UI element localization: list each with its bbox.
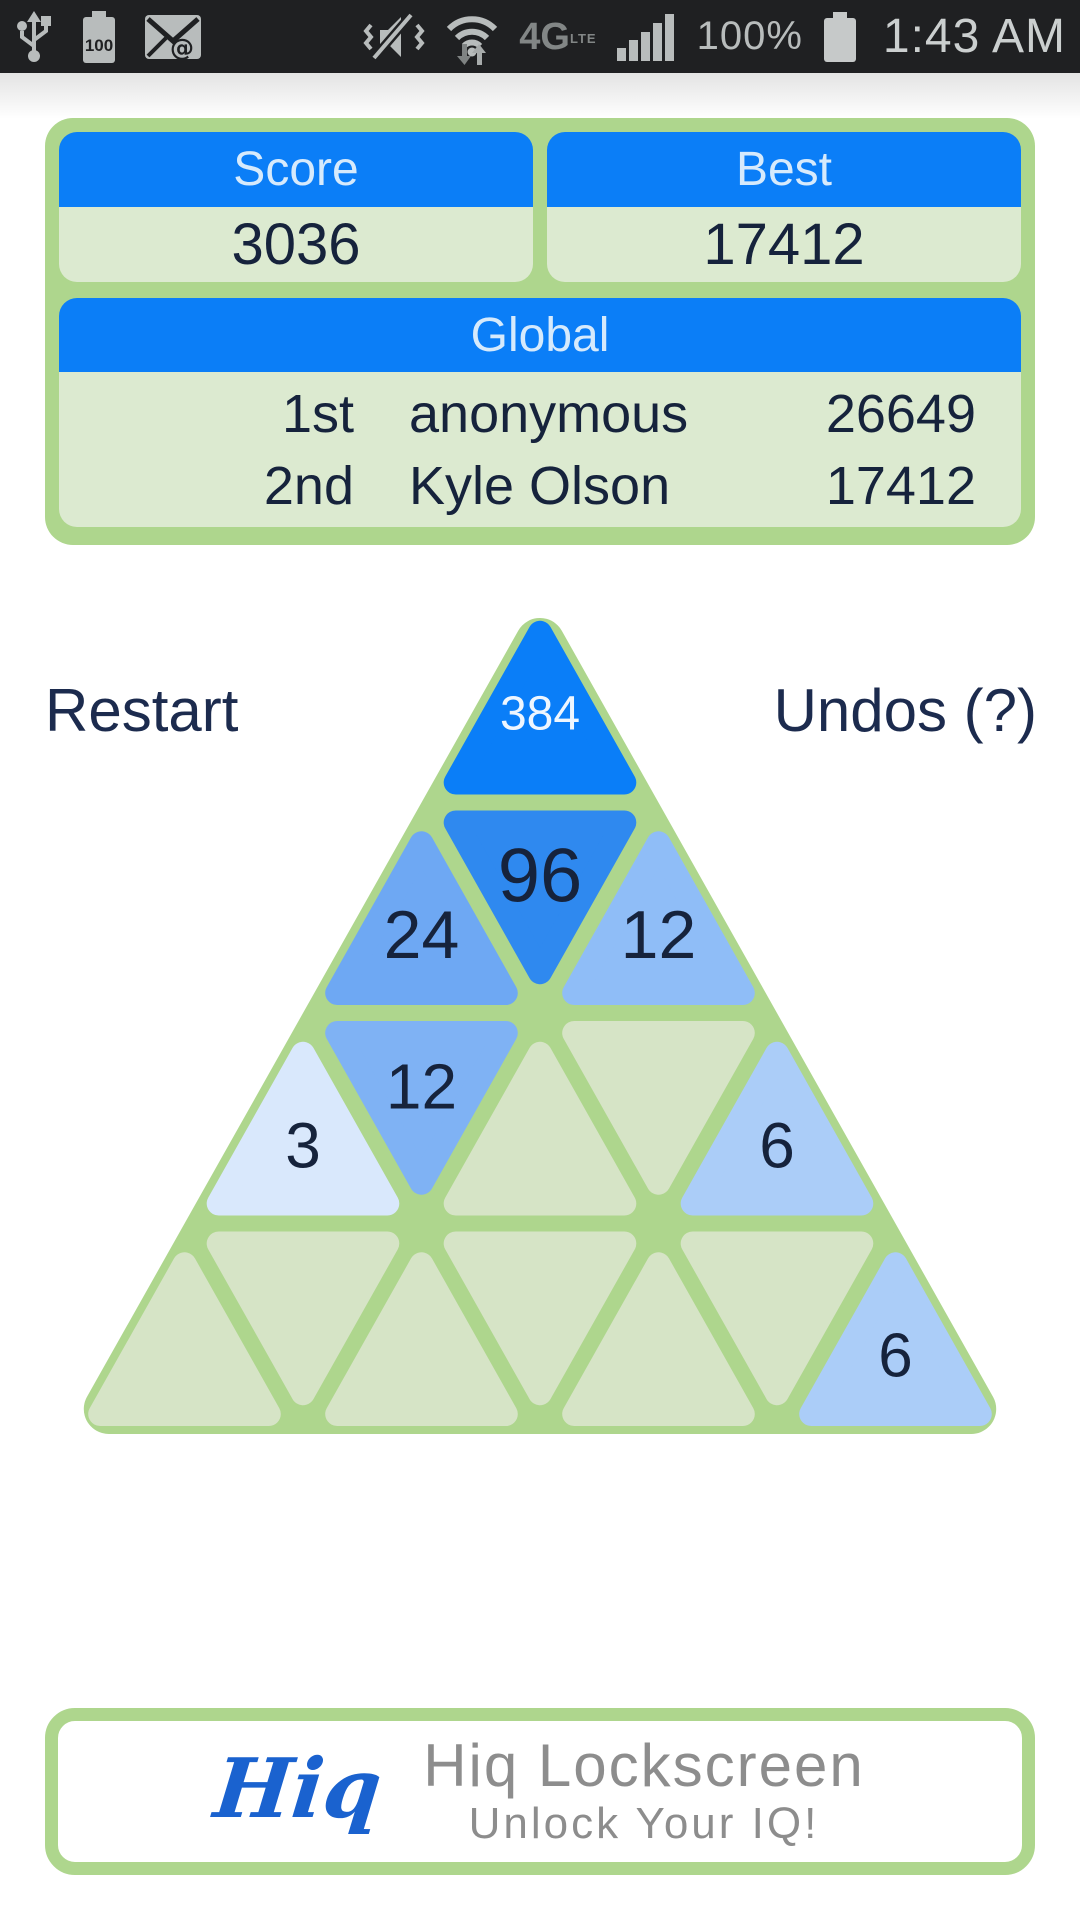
clock-label: 1:43 AM <box>882 10 1066 63</box>
tile-row1-pos2[interactable] <box>562 831 755 1005</box>
tile-row1-pos0[interactable] <box>325 831 518 1005</box>
leaderboard-name: Kyle Olson <box>409 455 671 516</box>
tile-value: 6 <box>759 1110 795 1182</box>
restart-button[interactable]: Restart <box>45 677 239 744</box>
leaderboard-row: 1st anonymous 26649 <box>104 383 976 445</box>
ad-subtitle: Unlock Your IQ! <box>468 1799 820 1849</box>
svg-text:@: @ <box>170 34 194 62</box>
tile-row3-pos2[interactable] <box>325 1252 518 1426</box>
tile-value: 12 <box>386 1051 457 1123</box>
triangle-game-board[interactable]: 384 24 96 12 3 12 6 6 <box>66 592 1014 1434</box>
best-card: Best 17412 <box>547 132 1021 282</box>
ad-banner[interactable]: Hiq Hiq Lockscreen Unlock Your IQ! <box>45 1708 1035 1875</box>
email-icon: @ <box>145 14 201 62</box>
status-bar-right: 4G LTE 100% 1:43 AM <box>363 8 1066 66</box>
status-bar: 100 @ <box>0 0 1080 73</box>
battery-percent-label: 100% <box>696 14 803 58</box>
statusbar-shadow <box>0 73 1080 119</box>
tile-value: 3 <box>285 1110 321 1182</box>
tile-value: 6 <box>878 1322 912 1391</box>
score-header: Score <box>59 132 533 207</box>
tile-row2-pos4[interactable] <box>680 1041 874 1216</box>
battery-icon <box>823 11 856 62</box>
leaderboard-row: 2nd Kyle Olson 17412 <box>104 455 976 517</box>
network-type-label: 4G <box>519 15 570 58</box>
leaderboard-rank: 2nd <box>263 455 354 516</box>
tile-row3-pos3[interactable] <box>443 1231 637 1406</box>
score-panel: Score 3036 Best 17412 Global 1st anonymo… <box>45 118 1035 545</box>
tile-row2-pos2[interactable] <box>443 1041 637 1216</box>
global-header: Global <box>59 298 1021 372</box>
tile-value: 384 <box>500 688 580 741</box>
status-bar-left: 100 @ <box>14 9 202 65</box>
battery-100-icon: 100 <box>83 10 115 63</box>
tile-value: 12 <box>621 897 697 973</box>
wifi-icon <box>447 15 498 65</box>
ad-title: Hiq Lockscreen <box>423 1732 865 1800</box>
tile-row2-pos1[interactable] <box>325 1021 518 1195</box>
tile-row0-pos0[interactable] <box>443 620 637 795</box>
tile-row3-pos5[interactable] <box>680 1231 874 1406</box>
leaderboard-name: anonymous <box>409 383 689 444</box>
usb-icon <box>17 10 51 62</box>
leaderboard-score: 26649 <box>825 383 976 444</box>
tile-row2-pos3[interactable] <box>562 1021 755 1195</box>
signal-bars-icon <box>616 13 674 61</box>
vibrate-off-icon <box>363 11 425 61</box>
score-card: Score 3036 <box>59 132 533 282</box>
tile-row3-pos4[interactable] <box>562 1252 755 1426</box>
leaderboard-score: 17412 <box>825 455 976 516</box>
score-cards-row: Score 3036 Best 17412 <box>59 132 1021 282</box>
tile-value: 96 <box>498 834 583 919</box>
tile-row3-pos6[interactable] <box>799 1252 992 1426</box>
global-leaderboard-body: 1st anonymous 26649 2nd Kyle Olson 17412 <box>59 372 1021 527</box>
best-value: 17412 <box>547 207 1021 282</box>
network-type-indicator: 4G LTE <box>519 18 596 56</box>
tile-row2-pos0[interactable] <box>206 1041 400 1216</box>
score-value: 3036 <box>59 207 533 282</box>
tile-row3-pos1[interactable] <box>206 1231 400 1406</box>
tile-row1-pos1[interactable] <box>443 810 637 985</box>
tile-row3-pos0[interactable] <box>88 1252 281 1426</box>
best-header: Best <box>547 132 1021 207</box>
leaderboard-rank: 1st <box>281 383 354 444</box>
network-subtype-label: LTE <box>569 30 597 46</box>
hiq-logo: Hiq <box>210 1740 387 1837</box>
global-leaderboard-card: Global 1st anonymous 26649 2nd Kyle Olso… <box>59 298 1021 527</box>
svg-text:100: 100 <box>85 36 113 55</box>
ad-banner-text: Hiq Lockscreen Unlock Your IQ! <box>423 1733 865 1850</box>
board-frame <box>83 618 997 1434</box>
tile-value: 24 <box>384 897 460 973</box>
undos-button[interactable]: Undos (?) <box>773 677 1037 744</box>
